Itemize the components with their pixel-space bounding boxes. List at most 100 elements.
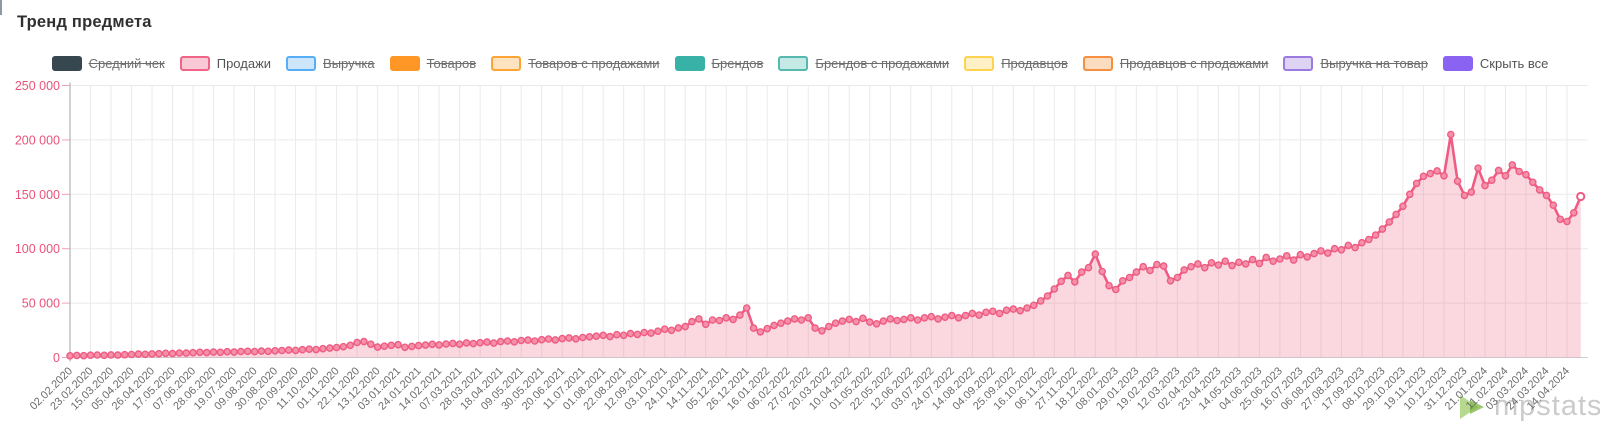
sales-point[interactable] xyxy=(1036,297,1045,305)
sales-point[interactable] xyxy=(243,347,252,356)
sales-point[interactable] xyxy=(1330,244,1339,253)
sales-point[interactable] xyxy=(537,335,546,344)
sales-point[interactable] xyxy=(599,331,608,340)
sales-point[interactable] xyxy=(161,349,170,358)
sales-point[interactable] xyxy=(660,325,669,334)
sales-point[interactable] xyxy=(1563,217,1571,226)
sales-point[interactable] xyxy=(1310,249,1318,258)
sales-point[interactable] xyxy=(797,316,806,324)
sales-point[interactable] xyxy=(1228,261,1236,270)
sales-point[interactable] xyxy=(872,319,881,328)
sales-point[interactable] xyxy=(633,330,642,339)
sales-point[interactable] xyxy=(1235,258,1243,267)
sales-point[interactable] xyxy=(421,341,430,349)
sales-point[interactable] xyxy=(1023,304,1031,312)
sales-point[interactable] xyxy=(770,321,778,330)
sales-point[interactable] xyxy=(517,336,526,345)
legend-item-3[interactable]: Товаров xyxy=(389,56,476,71)
sales-point[interactable] xyxy=(948,311,956,320)
sales-point[interactable] xyxy=(1501,171,1510,180)
sales-point[interactable] xyxy=(729,315,737,324)
sales-point[interactable] xyxy=(941,313,949,322)
sales-point[interactable] xyxy=(1030,301,1038,310)
sales-point[interactable] xyxy=(114,351,122,359)
sales-point[interactable] xyxy=(134,350,143,358)
sales-point[interactable] xyxy=(968,309,977,318)
sales-point[interactable] xyxy=(606,332,614,341)
sales-point[interactable] xyxy=(73,351,81,360)
sales-point[interactable] xyxy=(93,351,102,359)
sales-point[interactable] xyxy=(1289,256,1298,264)
legend-item-10[interactable]: Скрыть все xyxy=(1442,56,1548,71)
sales-point[interactable] xyxy=(1016,306,1025,315)
sales-point[interactable] xyxy=(1091,250,1100,258)
sales-point[interactable] xyxy=(831,319,840,328)
legend-item-0[interactable]: Средний чек xyxy=(51,56,165,71)
sales-point[interactable] xyxy=(1453,177,1462,185)
sales-point[interactable] xyxy=(1515,167,1523,176)
sales-point[interactable] xyxy=(1194,260,1202,268)
sales-point[interactable] xyxy=(510,337,519,346)
sales-point[interactable] xyxy=(278,346,286,355)
sales-point[interactable] xyxy=(1399,202,1407,211)
sales-point[interactable] xyxy=(1474,164,1482,172)
sales-point[interactable] xyxy=(1508,161,1517,169)
legend-item-2[interactable]: Выручка xyxy=(286,56,375,71)
sales-point[interactable] xyxy=(1535,186,1544,194)
sales-point[interactable] xyxy=(1098,267,1106,276)
sales-point[interactable] xyxy=(284,346,293,354)
sales-point[interactable] xyxy=(1200,263,1209,272)
sales-point[interactable] xyxy=(1269,257,1277,266)
sales-point[interactable] xyxy=(585,332,594,341)
legend-item-7[interactable]: Продавцов xyxy=(964,56,1068,71)
legend-item-4[interactable]: Товаров с продажами xyxy=(491,56,660,71)
sales-point[interactable] xyxy=(1460,191,1469,200)
sales-point[interactable] xyxy=(141,350,149,359)
sales-point[interactable] xyxy=(127,350,136,359)
sales-point[interactable] xyxy=(196,348,204,357)
sales-point[interactable] xyxy=(1276,255,1284,263)
legend-item-5[interactable]: Брендов xyxy=(674,56,763,71)
sales-point[interactable] xyxy=(647,329,655,337)
sales-point[interactable] xyxy=(934,315,942,323)
sales-point[interactable] xyxy=(1481,181,1489,190)
sales-point[interactable] xyxy=(230,348,238,356)
sales-point[interactable] xyxy=(1071,278,1079,286)
sales-point[interactable] xyxy=(1344,241,1353,250)
sales-point[interactable] xyxy=(469,339,478,348)
sales-point[interactable] xyxy=(1406,190,1414,199)
sales-point[interactable] xyxy=(913,316,922,324)
sales-point[interactable] xyxy=(1570,208,1578,217)
sales-point[interactable] xyxy=(1542,191,1551,200)
sales-point[interactable] xyxy=(845,315,854,324)
sales-point[interactable] xyxy=(531,337,539,345)
sales-point[interactable] xyxy=(257,347,266,355)
sales-point[interactable] xyxy=(852,317,860,326)
sales-point[interactable] xyxy=(189,348,197,357)
sales-point[interactable] xyxy=(1207,258,1216,267)
sales-point[interactable] xyxy=(1549,201,1558,209)
sales-point[interactable] xyxy=(1494,166,1503,175)
sales-point[interactable] xyxy=(1139,262,1147,271)
sales-point[interactable] xyxy=(1351,243,1359,252)
sales-point[interactable] xyxy=(435,341,443,349)
sales-point[interactable] xyxy=(907,313,915,322)
sales-point[interactable] xyxy=(1166,276,1175,285)
sales-point[interactable] xyxy=(168,349,177,358)
sales-point[interactable] xyxy=(1385,218,1394,226)
sales-point[interactable] xyxy=(756,328,765,336)
sales-point[interactable] xyxy=(1317,247,1325,255)
sales-point[interactable] xyxy=(1105,281,1113,290)
sales-point[interactable] xyxy=(496,337,505,346)
sales-point[interactable] xyxy=(148,350,156,358)
sales-point[interactable] xyxy=(223,347,231,356)
sales-point[interactable] xyxy=(1529,178,1537,187)
sales-point[interactable] xyxy=(271,346,279,355)
sales-point[interactable] xyxy=(291,346,300,355)
sales-point[interactable] xyxy=(654,327,662,336)
sales-point[interactable] xyxy=(489,339,498,347)
sales-point[interactable] xyxy=(982,308,990,317)
sales-point[interactable] xyxy=(366,340,375,349)
sales-point[interactable] xyxy=(483,338,491,346)
